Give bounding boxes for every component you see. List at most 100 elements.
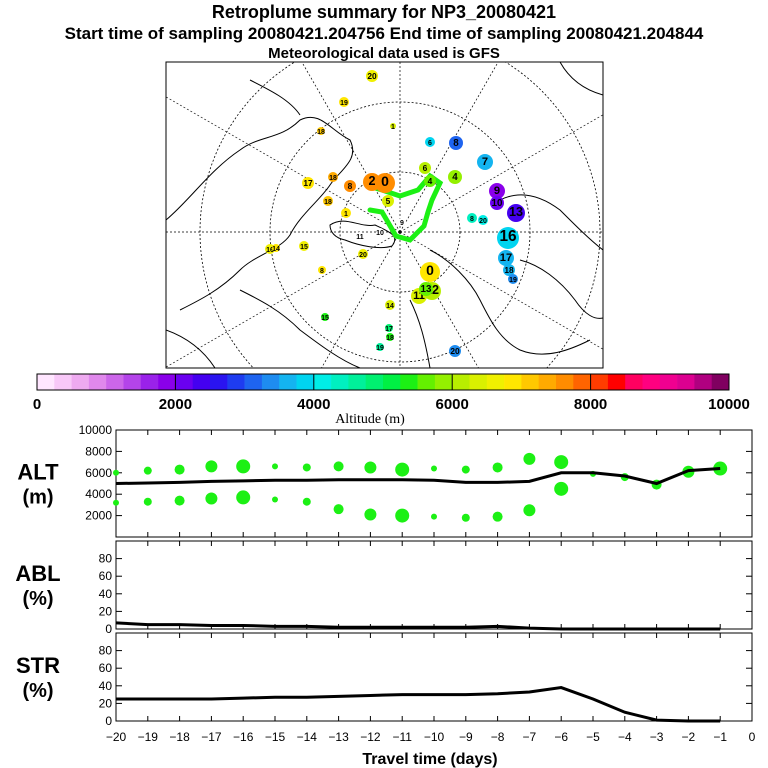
plume-label-text: 9 [494,185,500,197]
colorbar-swatch [556,374,574,390]
plume-label-text: 1 [391,124,395,131]
plume-label: 14 [385,300,395,310]
colorbar-swatch [434,374,453,390]
x-tick-label: −4 [618,730,632,744]
altitude-point [113,469,119,476]
plume-label-text: 13 [509,205,523,219]
plume-label-text: 6 [423,163,428,173]
x-tick-label: 0 [749,730,756,744]
plume-label-dot [507,204,525,222]
plume-label-dot [382,195,394,207]
plume-label-text: 7 [482,156,488,168]
colorbar-swatch [625,374,643,390]
plume-label-text: 16 [499,228,516,245]
colorbar-swatch [296,374,315,390]
plume-label: 20 [478,215,488,225]
plume-label-dot [419,282,433,296]
colorbar-tick-label: 10000 [708,396,750,413]
y-axis-title: (%) [22,680,53,702]
colorbar-swatch [140,374,159,390]
plume-label-dot [419,162,431,174]
plume-label: 18 [328,172,338,182]
plume-label-dot [317,127,325,135]
plume-label-text: 8 [470,216,474,223]
altitude-point [302,463,311,472]
plume-label: 0 [375,173,395,193]
colorbar-swatch [677,374,695,390]
plume-label-text: 6 [428,140,432,147]
y-tick-label: 0 [105,714,112,728]
colorbar-swatch [54,374,72,390]
y-tick-label: 80 [99,644,113,658]
altitude-point [143,497,152,506]
meridian-line [321,231,401,368]
plume-label-text: 14 [272,246,280,253]
altitude-point [236,490,251,505]
altitude-point [554,481,569,496]
plume-label-dot [386,333,394,341]
colorbar-swatch [37,374,55,390]
plume-label-text: 20 [367,71,377,81]
plume-label: 13 [507,204,525,222]
y-tick-label: 4000 [85,487,112,501]
colorbar-swatch [192,374,211,390]
plume-label: 6 [425,137,435,147]
colorbar-swatch [694,374,712,390]
coastline [239,289,361,368]
colorbar-tick-label: 8000 [574,396,607,413]
x-tick-label: −11 [392,730,412,744]
x-tick-label: −6 [554,730,568,744]
plume-label: 4 [448,170,462,184]
plume-label-dot [390,123,396,129]
colorbar-swatch [227,374,245,390]
altitude-point [364,461,377,474]
altitude-point [205,460,218,473]
x-tick-label: −12 [360,730,381,744]
plume-label-text: 5 [386,196,391,206]
x-tick-label: −10 [424,730,445,744]
plume-label: 14 [272,244,280,253]
plume-label-text: 18 [317,129,325,136]
colorbar-swatch [106,374,124,390]
plume-label: 20 [358,249,368,259]
plume-label-text: 17 [500,252,512,264]
colorbar-swatch [313,374,332,390]
plume-label: 18 [323,196,333,206]
plume-label: 16 [497,227,519,249]
x-tick-label: −17 [201,730,222,744]
plume-label-dot [425,137,435,147]
y-axis-title: (%) [22,588,53,610]
y-tick-label: 40 [99,679,113,693]
colorbar: 0 2000 4000 6000 8000 10000 [33,373,750,413]
colorbar-swatch [659,374,678,390]
altitude-point [431,465,437,472]
plume-label-text: 20 [359,252,367,259]
plume-label-text: 19 [340,100,348,107]
plume-label: 8 [449,136,463,150]
plume-label-text: 20 [450,346,460,356]
plume-label-text: 8 [320,268,324,275]
plume-label-dot [323,196,333,206]
plume-label-dot [358,249,368,259]
plume-label: 19 [339,97,349,107]
panel-abl: 0 20 40 60 80 ABL(%) [15,540,753,636]
plume-label-text: 19 [509,277,517,284]
plume-label-text: 4 [452,172,458,183]
colorbar-swatch [538,374,557,390]
plume-label-text: 0 [381,173,389,189]
met-data-note: Meteorological data used is GFS [268,45,500,62]
altitude-point [113,499,119,506]
coastline [409,299,431,368]
plume-label-text: 18 [504,265,514,275]
colorbar-tick-label: 0 [33,396,41,413]
colorbar-swatch [244,374,263,390]
plume-label-text: 18 [329,175,337,182]
plume-label: 1 [341,208,351,218]
plume-label-text: 9 [400,220,404,227]
altitude-point [272,496,278,503]
plume-label-dot [376,343,384,351]
plume-label-dot [302,177,314,189]
